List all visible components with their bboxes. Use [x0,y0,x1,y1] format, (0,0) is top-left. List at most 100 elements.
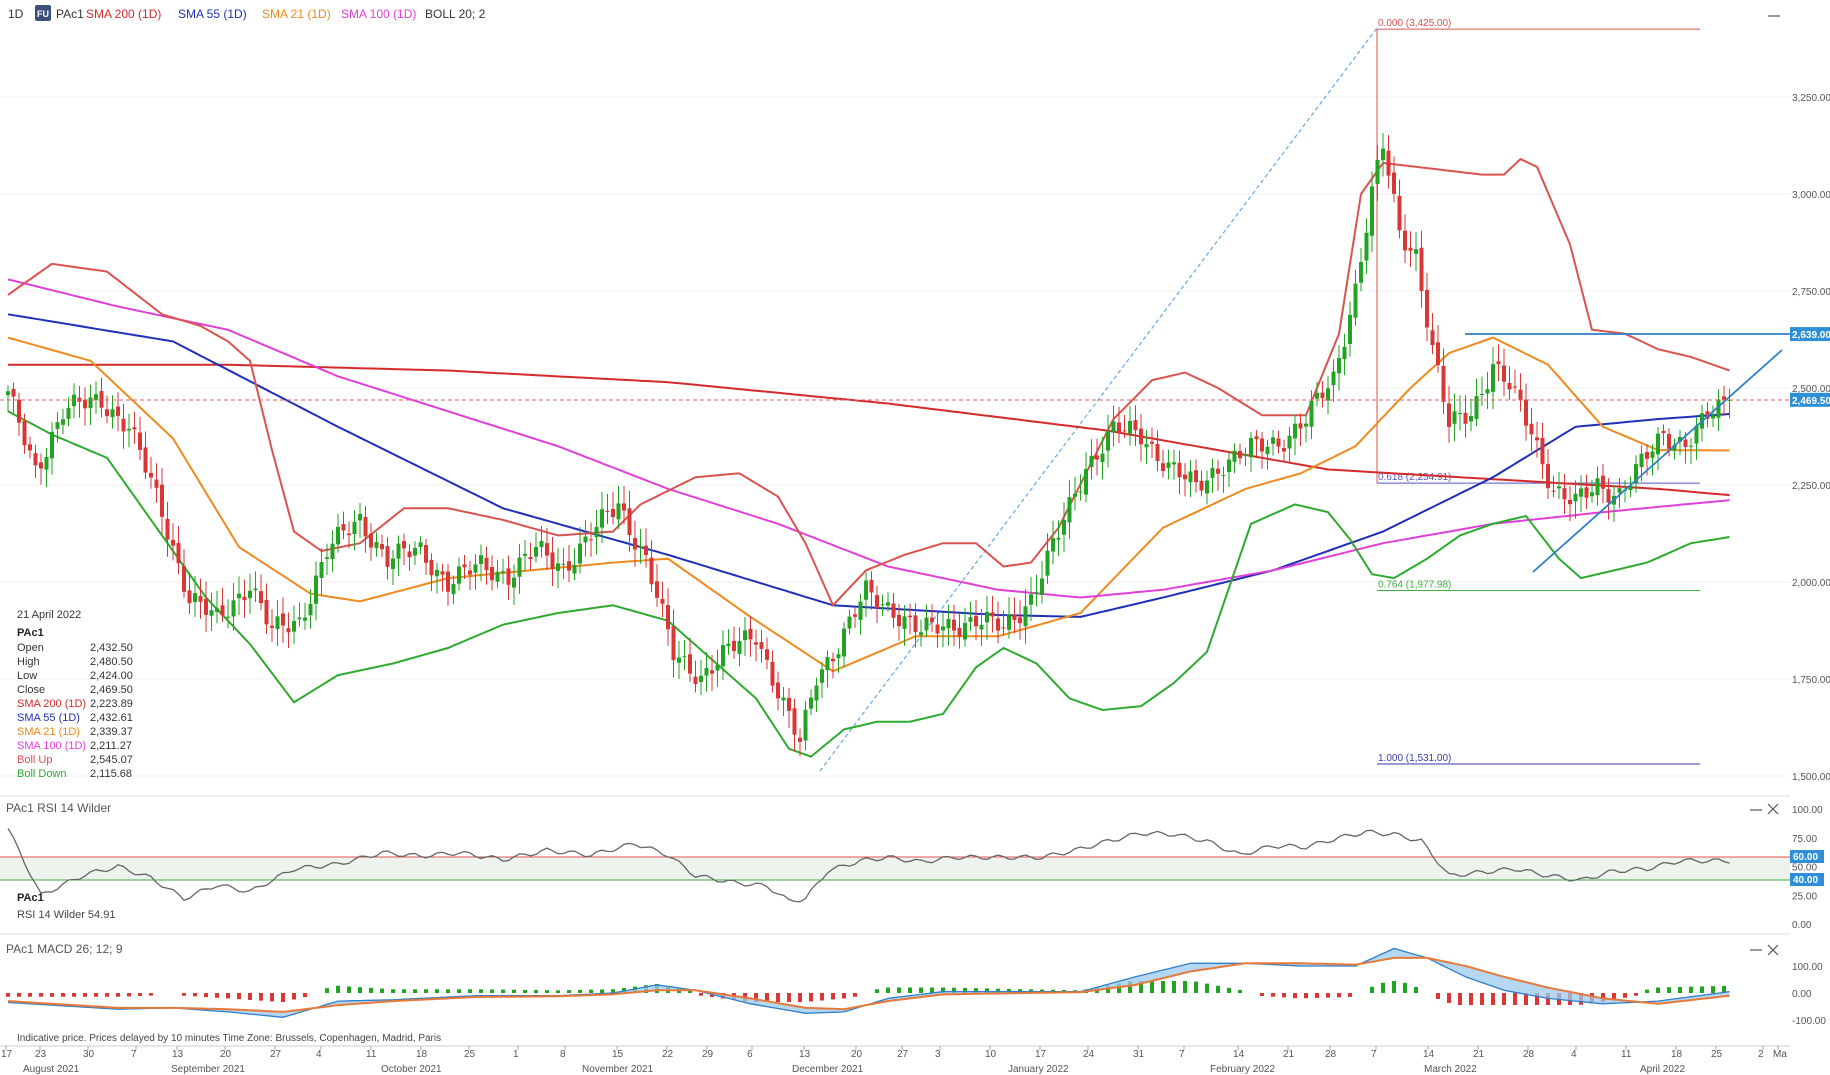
price-tick-label: 2,250.00 [1792,481,1830,492]
candle [1590,479,1594,503]
macd-histogram-bar [809,993,813,1002]
candle-body [1111,421,1116,433]
candle [193,575,197,617]
macd-axis[interactable]: 100.00 0.00 -100.00 [1792,962,1826,1027]
candle-body [1436,342,1440,366]
candle [710,654,714,692]
candle [1232,443,1237,474]
candle [798,728,802,757]
candle-body [1166,462,1171,468]
candle [270,609,274,642]
macd-histogram-bar [875,989,879,993]
indicator-legend-item[interactable]: SMA 100 (1D) [341,7,416,21]
price-axis[interactable]: 3,250.00 3,000.00 2,750.00 2,500.00 2,250.00… [1792,93,1830,783]
candle-body [578,543,582,564]
macd-histogram-bar [94,993,98,997]
candle [693,660,698,693]
time-axis[interactable]: 17 23 30 7 13 20 27 4 11 18 25 1 8 15 22 29 6 13 20 27 3 10 17… [1,1046,1787,1075]
candle-body [1271,437,1275,444]
candle-body [1414,249,1418,254]
macd-histogram-bar [1282,993,1286,998]
candle [429,553,434,591]
macd-histogram-bar [1370,986,1374,993]
candle-body [358,514,362,521]
candle [1485,371,1490,409]
indicator-legend[interactable]: SMA 200 (1D) SMA 55 (1D) SMA 21 (1D) SMA 10… [86,7,486,21]
symbol-label[interactable]: PAc1 [56,7,84,21]
candle-body [1194,470,1198,483]
candle-body [374,542,379,548]
time-day-label: 7 [131,1049,137,1060]
candle-body [1315,392,1319,399]
candle [83,387,87,426]
macd-histogram-bar [1656,987,1660,993]
candle-body [275,616,280,630]
rsi-axis[interactable]: 100.00 75.00 50.00 25.00 0.00 [1792,805,1823,931]
candle-body [1480,393,1484,395]
candle-body [1386,150,1391,176]
candle [127,413,131,448]
rsi-close-icon[interactable] [1767,803,1779,815]
candle [979,608,984,647]
macd-close-icon[interactable] [1767,944,1779,956]
indicator-legend-item[interactable]: SMA 55 (1D) [178,7,247,21]
candle [1656,426,1660,471]
candle-body [1672,444,1677,451]
macd-histogram-bar [523,989,527,993]
indicator-legend-item[interactable]: SMA 200 (1D) [86,7,161,21]
candle-body [1040,578,1044,595]
candle-body [1287,435,1292,449]
candle [864,572,868,617]
candle [1056,520,1061,556]
candle [33,444,38,479]
candle [435,562,439,594]
candle-body [743,630,747,641]
candle-body [1276,438,1281,447]
candle [633,520,637,567]
candle-body [721,645,725,667]
macd-histogram-bar [941,987,945,993]
candle [1089,439,1094,480]
candle-body [1579,488,1583,497]
candle [1441,348,1446,415]
candle-body [715,664,720,671]
candle-body [990,612,995,617]
candle [688,637,692,683]
candle [1353,269,1358,326]
data-window-value: 2,432.61 [90,712,133,724]
candle [1529,407,1534,452]
timeframe-label[interactable]: 1D [8,7,24,21]
candle-body [1689,445,1693,447]
candle-body [985,611,989,623]
data-window-label: Close [17,684,45,696]
candle-body [1458,412,1462,414]
rsi-tick-label: 75.00 [1792,834,1817,845]
candle-body [44,456,49,470]
candle-body [28,444,32,451]
candle-body [1342,346,1347,360]
candle [1166,449,1171,480]
candle [963,607,967,647]
candle-body [930,617,934,623]
support-trend-line[interactable] [1532,349,1783,573]
candle-body [1590,492,1594,497]
chart-header: 1D FU PAc1 SMA 200 (1D) SMA 55 (1D) SMA 21… [8,5,486,21]
indicator-legend-item[interactable]: SMA 21 (1D) [262,7,331,21]
candle [325,543,329,576]
series-line-boll_up [7,157,1730,608]
candle [534,532,538,563]
candle-body [215,608,219,612]
macd-histogram-bar [1667,987,1671,993]
candle [462,555,467,579]
candle-body [594,526,599,538]
candle [886,592,890,612]
price-tick-label: 2,000.00 [1792,578,1830,589]
candle-body [391,558,395,570]
candle [149,456,153,489]
macd-histogram-bar [138,993,142,997]
series-line-sma100 [7,278,1730,599]
time-day-label: 23 [35,1049,47,1060]
indicator-legend-item[interactable]: BOLL 20; 2 [425,7,486,21]
candle [985,595,989,640]
